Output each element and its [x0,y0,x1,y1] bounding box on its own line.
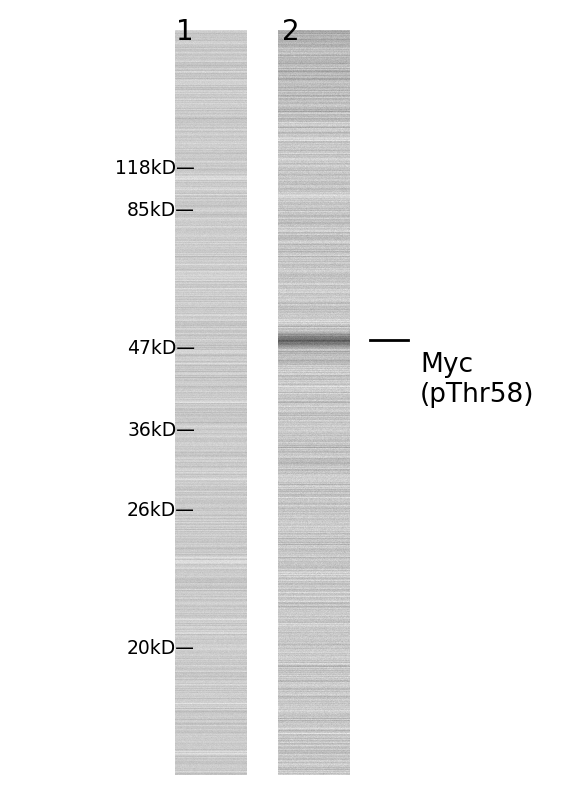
Text: 47kD—: 47kD— [127,339,195,357]
Text: 26kD—: 26kD— [127,501,195,520]
Text: 118kD—: 118kD— [115,159,195,178]
Text: 85kD—: 85kD— [127,202,195,220]
Text: 2: 2 [282,18,300,46]
Text: Myc
(pThr58): Myc (pThr58) [420,352,534,408]
Text: 1: 1 [176,18,194,46]
Text: 36kD—: 36kD— [127,421,195,440]
Text: 20kD—: 20kD— [127,638,195,658]
